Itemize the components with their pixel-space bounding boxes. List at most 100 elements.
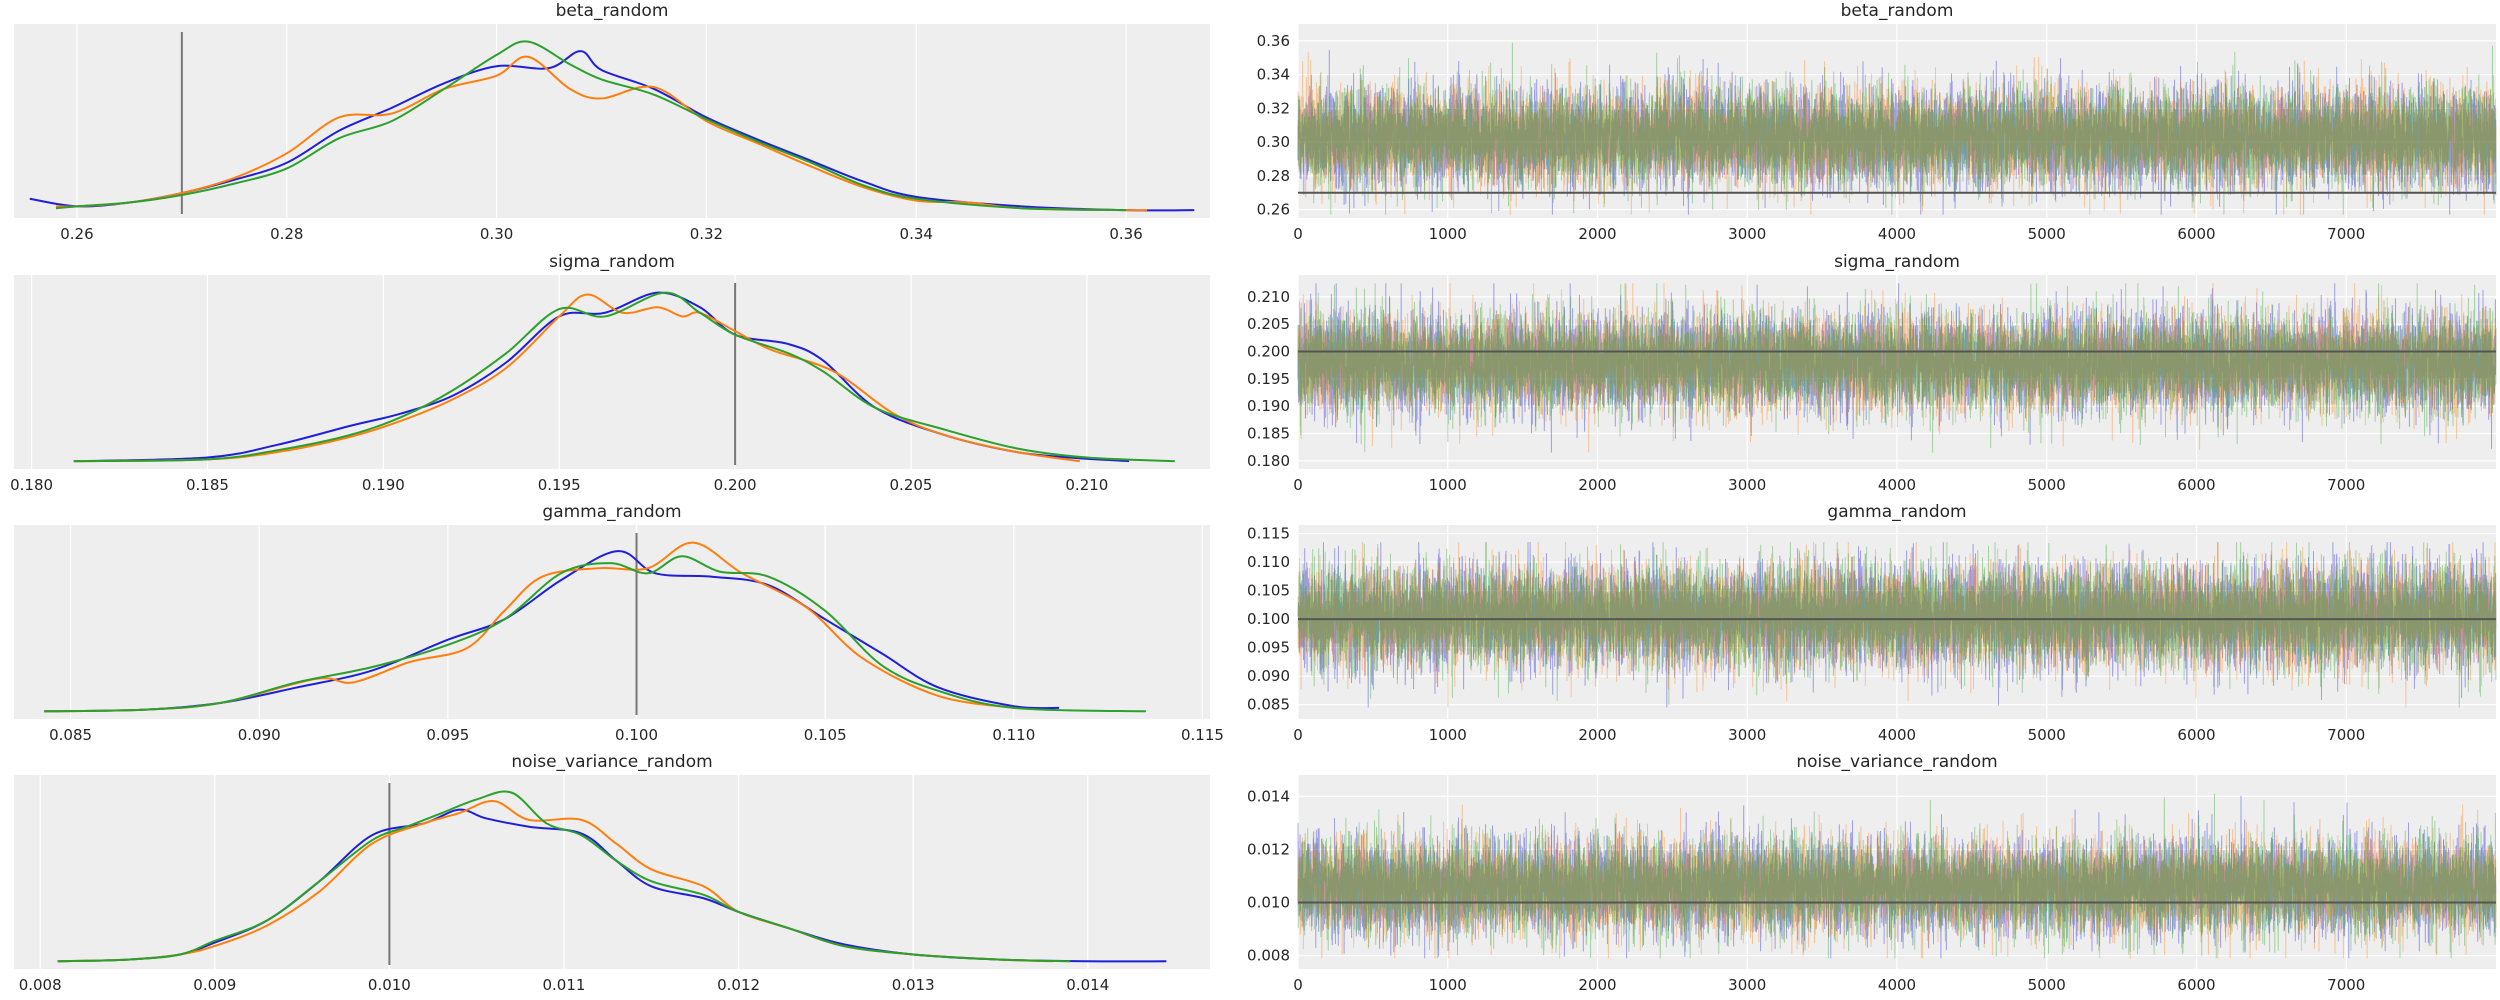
density-curve-chain-2 bbox=[57, 790, 1071, 963]
x-tick-label: 0 bbox=[1293, 976, 1303, 994]
x-tick-label: 7000 bbox=[2327, 225, 2365, 243]
plot-area bbox=[14, 275, 1210, 469]
panel-title: beta_random bbox=[1841, 1, 1954, 21]
trace-chain-0 bbox=[1297, 49, 2497, 215]
x-tick-label: 3000 bbox=[1728, 976, 1766, 994]
x-tick-label: 6000 bbox=[2177, 976, 2215, 994]
y-tick-label: 0.014 bbox=[1247, 787, 1290, 805]
panel-4-trace: sigma_random 0 1000 2000 3000 4000 5000 6000 700… bbox=[1247, 252, 2497, 494]
x-tick-label: 0.200 bbox=[714, 476, 757, 494]
y-tick-label: 0.180 bbox=[1247, 452, 1290, 470]
trace-chain-2 bbox=[1297, 42, 2497, 215]
x-tick-label: 0.115 bbox=[1181, 726, 1224, 744]
x-tick-label: 1000 bbox=[1429, 225, 1467, 243]
x-tick-label: 0.095 bbox=[426, 726, 469, 744]
y-tick-label: 0.100 bbox=[1247, 610, 1290, 628]
panel-title: beta_random bbox=[556, 1, 669, 21]
x-tick-label: 0.26 bbox=[60, 225, 93, 243]
y-tick-label: 0.095 bbox=[1247, 639, 1290, 657]
y-tick-label: 0.36 bbox=[1257, 32, 1290, 50]
x-tick-label: 3000 bbox=[1728, 225, 1766, 243]
trace-chain-1 bbox=[1297, 51, 2497, 215]
x-tick-label: 0.34 bbox=[900, 225, 933, 243]
x-tick-label: 0.32 bbox=[690, 225, 723, 243]
x-tick-label: 6000 bbox=[2177, 225, 2215, 243]
panel-title: sigma_random bbox=[549, 252, 675, 272]
y-tick-label: 0.30 bbox=[1257, 133, 1290, 151]
trace-chain-1 bbox=[1297, 283, 2497, 453]
x-tick-label: 0.009 bbox=[193, 976, 236, 994]
x-tick-label: 0.195 bbox=[538, 476, 581, 494]
y-tick-label: 0.26 bbox=[1257, 201, 1290, 219]
trace-chain-0 bbox=[1297, 795, 2497, 959]
x-tick-label: 0.180 bbox=[10, 476, 53, 494]
x-tick-label: 0 bbox=[1293, 726, 1303, 744]
x-tick-label: 1000 bbox=[1429, 976, 1467, 994]
trace-chain-0 bbox=[1297, 542, 2497, 708]
x-tick-label: 4000 bbox=[1878, 976, 1916, 994]
x-tick-label: 0.30 bbox=[480, 225, 513, 243]
y-tick-label: 0.185 bbox=[1247, 424, 1290, 442]
x-tick-label: 2000 bbox=[1578, 225, 1616, 243]
panel-6-trace: gamma_random 0 1000 2000 3000 4000 5000 6000 700… bbox=[1247, 502, 2497, 744]
panel-title: gamma_random bbox=[1827, 502, 1966, 522]
panel-5-density: gamma_random 0.085 0.090 0.095 0.100 0.105 0.1… bbox=[14, 502, 1224, 744]
x-tick-label: 0.210 bbox=[1065, 476, 1108, 494]
x-tick-label: 4000 bbox=[1878, 726, 1916, 744]
x-tick-label: 0.010 bbox=[368, 976, 411, 994]
x-tick-label: 7000 bbox=[2327, 476, 2365, 494]
panel-7-density: noise_variance_random 0.008 0.009 0.010 0.01… bbox=[14, 752, 1210, 994]
x-tick-label: 0.100 bbox=[615, 726, 658, 744]
x-tick-label: 0.185 bbox=[186, 476, 229, 494]
plot-area bbox=[14, 775, 1210, 969]
y-tick-label: 0.32 bbox=[1257, 99, 1290, 117]
y-tick-label: 0.110 bbox=[1247, 553, 1290, 571]
density-curve-chain-2 bbox=[73, 291, 1175, 463]
x-tick-label: 2000 bbox=[1578, 726, 1616, 744]
trace-chain-2 bbox=[1297, 793, 2497, 959]
y-tick-label: 0.010 bbox=[1247, 894, 1290, 912]
density-curve-chain-2 bbox=[44, 555, 1146, 713]
x-tick-label: 7000 bbox=[2327, 726, 2365, 744]
y-tick-label: 0.210 bbox=[1247, 288, 1290, 306]
x-tick-label: 0 bbox=[1293, 225, 1303, 243]
x-tick-label: 7000 bbox=[2327, 976, 2365, 994]
x-tick-label: 0.085 bbox=[49, 726, 92, 744]
x-tick-label: 0.190 bbox=[362, 476, 405, 494]
x-tick-label: 3000 bbox=[1728, 726, 1766, 744]
y-tick-label: 0.008 bbox=[1247, 947, 1290, 965]
x-tick-label: 2000 bbox=[1578, 476, 1616, 494]
y-tick-label: 0.195 bbox=[1247, 370, 1290, 388]
trace-chain-2 bbox=[1297, 283, 2497, 453]
x-tick-label: 5000 bbox=[2028, 976, 2066, 994]
panel-title: noise_variance_random bbox=[1796, 752, 1997, 772]
x-tick-label: 0.013 bbox=[892, 976, 935, 994]
trace-chain-2 bbox=[1297, 542, 2497, 708]
x-tick-label: 0 bbox=[1293, 476, 1303, 494]
panel-2-trace: beta_random 0 1000 2000 3000 4000 5000 6000 7000… bbox=[1257, 1, 2497, 243]
x-tick-label: 5000 bbox=[2028, 476, 2066, 494]
panel-8-trace: noise_variance_random 0 1000 2000 3000 4000 50… bbox=[1247, 752, 2497, 994]
density-curve-chain-0 bbox=[44, 550, 1060, 713]
plot-area bbox=[14, 525, 1210, 719]
x-tick-label: 4000 bbox=[1878, 225, 1916, 243]
x-tick-label: 3000 bbox=[1728, 476, 1766, 494]
x-tick-label: 0.090 bbox=[238, 726, 281, 744]
y-tick-label: 0.090 bbox=[1247, 667, 1290, 685]
x-tick-label: 5000 bbox=[2028, 225, 2066, 243]
y-tick-label: 0.085 bbox=[1247, 696, 1290, 714]
trace-chain-1 bbox=[1297, 542, 2497, 708]
y-tick-label: 0.28 bbox=[1257, 167, 1290, 185]
x-tick-label: 0.011 bbox=[543, 976, 586, 994]
x-tick-label: 0.205 bbox=[890, 476, 933, 494]
panel-3-density: sigma_random 0.180 0.185 0.190 0.195 0.200 0.2… bbox=[10, 252, 1210, 494]
x-tick-label: 1000 bbox=[1429, 726, 1467, 744]
y-tick-label: 0.190 bbox=[1247, 397, 1290, 415]
x-tick-label: 0.110 bbox=[992, 726, 1035, 744]
x-tick-label: 2000 bbox=[1578, 976, 1616, 994]
density-curve-chain-1 bbox=[73, 293, 1080, 463]
x-tick-label: 0.36 bbox=[1109, 225, 1142, 243]
x-tick-label: 0.28 bbox=[270, 225, 303, 243]
x-tick-label: 1000 bbox=[1429, 476, 1467, 494]
